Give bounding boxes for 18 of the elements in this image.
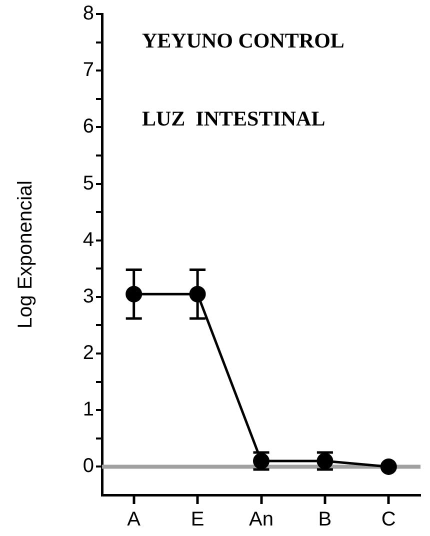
- y-tick-label: 7: [82, 59, 94, 82]
- y-tick-label: 5: [82, 172, 94, 194]
- x-tick-label: A: [127, 508, 142, 531]
- x-tick-label: B: [318, 508, 332, 531]
- y-tick-label: 4: [82, 228, 94, 251]
- y-tick-label: 2: [82, 342, 94, 364]
- y-axis-title: Log Exponencial: [14, 180, 37, 328]
- x-tick-label: E: [190, 508, 204, 531]
- annotation: LUZ INTESTINAL: [142, 106, 326, 130]
- x-tick-label: C: [381, 508, 396, 531]
- annotation: YEYUNO CONTROL: [142, 28, 344, 52]
- y-tick-label: 6: [82, 116, 94, 138]
- y-tick-label: 8: [82, 2, 94, 25]
- y-tick-label: 1: [82, 398, 94, 421]
- point: [380, 458, 397, 475]
- y-tick-label: 0: [82, 455, 94, 478]
- y-tick-label: 3: [82, 285, 94, 308]
- x-tick-label: An: [249, 508, 274, 531]
